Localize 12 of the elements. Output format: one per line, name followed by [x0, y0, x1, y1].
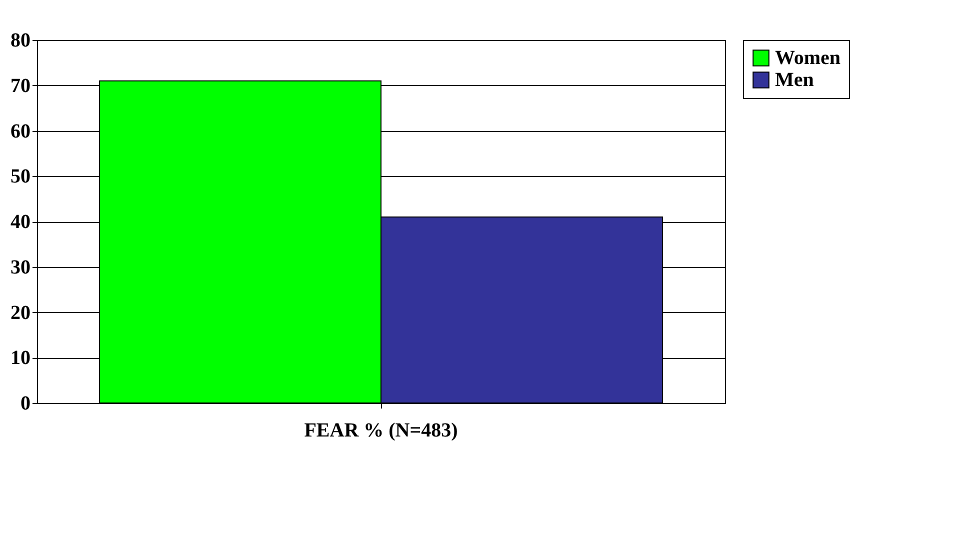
y-tick-label: 40: [10, 211, 30, 233]
y-tick-label: 80: [10, 30, 30, 52]
y-tick-label: 30: [10, 256, 30, 278]
y-tick-label: 0: [20, 392, 30, 414]
legend-label: Men: [775, 69, 814, 91]
y-tick-label: 70: [10, 74, 30, 97]
y-tick-label: 20: [10, 302, 30, 324]
y-tick-label: 10: [10, 347, 30, 370]
y-tick-label: 60: [10, 120, 30, 142]
x-tick-label: FEAR % (N=483): [304, 420, 458, 442]
y-tick-label: 50: [10, 166, 30, 188]
legend-label: Women: [775, 47, 841, 69]
